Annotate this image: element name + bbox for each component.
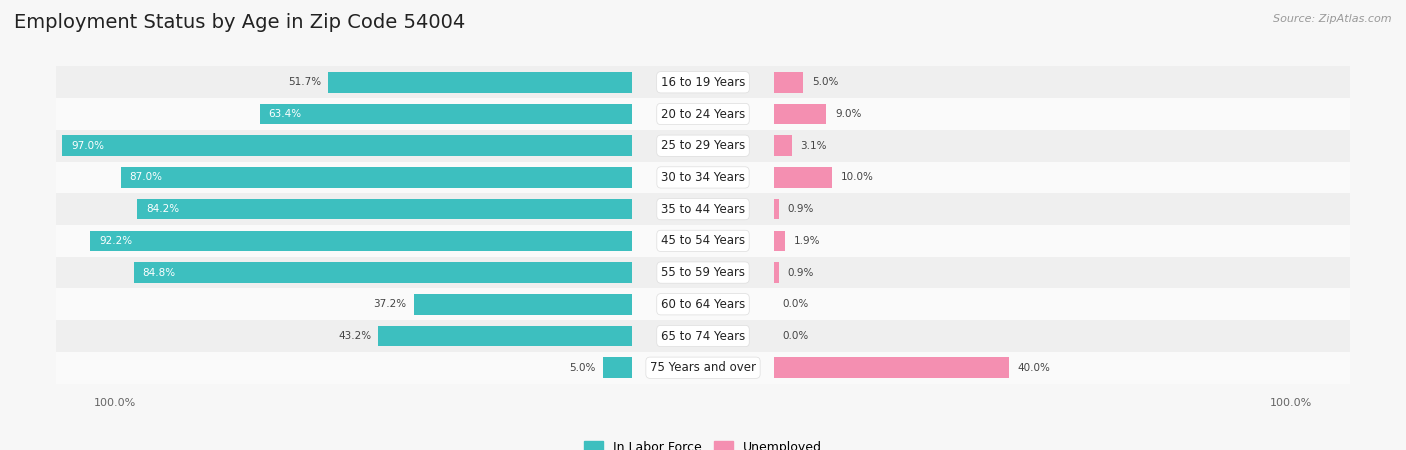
Bar bbox=[56, 130, 1350, 162]
Bar bbox=[773, 135, 792, 156]
Text: 37.2%: 37.2% bbox=[374, 299, 406, 309]
Text: Employment Status by Age in Zip Code 54004: Employment Status by Age in Zip Code 540… bbox=[14, 14, 465, 32]
Text: 0.9%: 0.9% bbox=[787, 204, 814, 214]
Text: 45 to 54 Years: 45 to 54 Years bbox=[661, 234, 745, 248]
Text: 0.0%: 0.0% bbox=[782, 299, 808, 309]
Text: 0.9%: 0.9% bbox=[787, 268, 814, 278]
Text: 5.0%: 5.0% bbox=[569, 363, 596, 373]
Text: 84.8%: 84.8% bbox=[142, 268, 176, 278]
Text: 5.0%: 5.0% bbox=[811, 77, 838, 87]
Text: 16 to 19 Years: 16 to 19 Years bbox=[661, 76, 745, 89]
Text: 60 to 64 Years: 60 to 64 Years bbox=[661, 298, 745, 311]
Bar bbox=[773, 104, 827, 124]
Bar bbox=[56, 352, 1350, 383]
Text: 40.0%: 40.0% bbox=[1018, 363, 1050, 373]
Text: 0.0%: 0.0% bbox=[782, 331, 808, 341]
Bar bbox=[56, 194, 1350, 225]
Text: 10.0%: 10.0% bbox=[841, 172, 875, 182]
Text: 55 to 59 Years: 55 to 59 Years bbox=[661, 266, 745, 279]
Bar bbox=[413, 294, 633, 315]
Text: 35 to 44 Years: 35 to 44 Years bbox=[661, 202, 745, 216]
Bar bbox=[773, 72, 803, 93]
Text: 20 to 24 Years: 20 to 24 Years bbox=[661, 108, 745, 121]
Text: 97.0%: 97.0% bbox=[70, 141, 104, 151]
Text: 1.9%: 1.9% bbox=[793, 236, 820, 246]
Bar bbox=[773, 230, 785, 251]
Bar bbox=[134, 262, 633, 283]
Text: 92.2%: 92.2% bbox=[100, 236, 132, 246]
Text: 65 to 74 Years: 65 to 74 Years bbox=[661, 329, 745, 342]
Text: 87.0%: 87.0% bbox=[129, 172, 163, 182]
Bar bbox=[138, 199, 633, 220]
Text: 63.4%: 63.4% bbox=[269, 109, 302, 119]
Bar bbox=[90, 230, 633, 251]
Text: Source: ZipAtlas.com: Source: ZipAtlas.com bbox=[1274, 14, 1392, 23]
Bar bbox=[773, 167, 832, 188]
Bar bbox=[62, 135, 633, 156]
Bar bbox=[378, 326, 633, 346]
Bar bbox=[773, 199, 779, 220]
Bar bbox=[260, 104, 633, 124]
Bar bbox=[773, 357, 1008, 378]
Text: 75 Years and over: 75 Years and over bbox=[650, 361, 756, 374]
Bar bbox=[56, 98, 1350, 130]
Bar bbox=[56, 225, 1350, 256]
Legend: In Labor Force, Unemployed: In Labor Force, Unemployed bbox=[579, 436, 827, 450]
Bar bbox=[56, 162, 1350, 194]
Bar bbox=[56, 320, 1350, 352]
Bar bbox=[56, 67, 1350, 98]
Text: 3.1%: 3.1% bbox=[800, 141, 827, 151]
Text: 9.0%: 9.0% bbox=[835, 109, 862, 119]
Text: 30 to 34 Years: 30 to 34 Years bbox=[661, 171, 745, 184]
Text: 84.2%: 84.2% bbox=[146, 204, 180, 214]
Bar bbox=[773, 262, 779, 283]
Text: 25 to 29 Years: 25 to 29 Years bbox=[661, 139, 745, 152]
Bar bbox=[56, 256, 1350, 288]
Bar bbox=[329, 72, 633, 93]
Bar bbox=[603, 357, 633, 378]
Text: 51.7%: 51.7% bbox=[288, 77, 322, 87]
Bar bbox=[121, 167, 633, 188]
Bar bbox=[56, 288, 1350, 320]
Text: 43.2%: 43.2% bbox=[339, 331, 371, 341]
